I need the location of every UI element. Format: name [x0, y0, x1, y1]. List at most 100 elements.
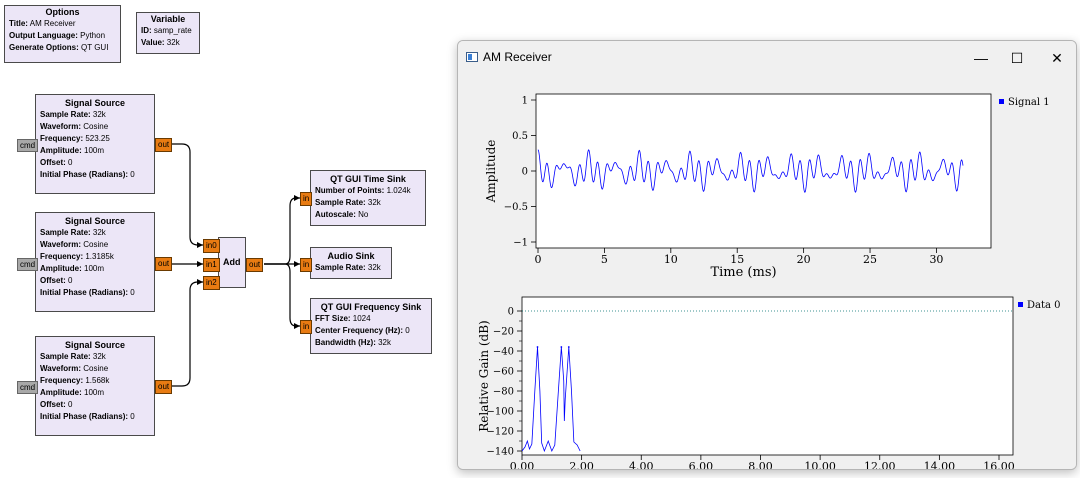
- flowgraph-connections: [172, 143, 300, 387]
- param-row: FFT Size: 1024: [315, 314, 371, 323]
- variable-row: ID: samp_rate: [141, 26, 192, 35]
- x-tick-label: 5: [601, 253, 608, 266]
- signal-source-block-2[interactable]: Signal Source Sample Rate: 32k Waveform:…: [35, 212, 155, 312]
- in-port[interactable]: in: [300, 192, 313, 206]
- spectrum-peak: [560, 346, 563, 348]
- window-title: AM Receiver: [483, 50, 552, 64]
- add-out-port[interactable]: out: [246, 258, 264, 272]
- plots-svg[interactable]: 1 0.5 0 −0.5 −1 0 5 10 15 20 25 30 Time (ms) Amplitud…: [458, 75, 1076, 470]
- param-row: Frequency: 1.568k: [40, 376, 110, 385]
- time-plot-canvas: [535, 93, 992, 249]
- app-icon: [466, 52, 478, 62]
- x-tick-label: 2.00: [569, 460, 594, 470]
- y-tick-label: −100: [487, 407, 514, 418]
- connection-wire: [264, 263, 300, 327]
- param-row: Waveform: Cosine: [40, 122, 109, 131]
- param-row: Frequency: 1.3185k: [40, 252, 114, 261]
- param-row: Initial Phase (Radians): 0: [40, 288, 135, 297]
- plot-area: 1 0.5 0 −0.5 −1 0 5 10 15 20 25 30 Time (ms) Amplitud…: [458, 75, 1076, 470]
- x-tick-label: 4.00: [629, 460, 654, 470]
- y-tick-label: 0.5: [512, 131, 528, 142]
- freq-sink-title: QT GUI Frequency Sink: [320, 302, 422, 312]
- param-row: Amplitude: 100m: [40, 388, 105, 397]
- options-title: Options: [45, 7, 80, 17]
- x-tick-label: 12.00: [864, 460, 896, 470]
- spectrum-peak: [536, 346, 539, 348]
- in1-port[interactable]: in1: [203, 258, 220, 272]
- param-row: Bandwidth (Hz): 32k: [315, 338, 391, 347]
- time-sink-block[interactable]: QT GUI Time Sink Number of Points: 1.024…: [310, 170, 426, 226]
- close-button[interactable]: ✕: [1051, 50, 1063, 66]
- x-tick-label: 8.00: [748, 460, 773, 470]
- y-tick-label: −1: [513, 238, 528, 249]
- legend-swatch: [1018, 302, 1023, 307]
- legend-label: Data 0: [1027, 300, 1061, 311]
- audio-sink-title: Audio Sink: [327, 251, 375, 261]
- param-row: Amplitude: 100m: [40, 264, 105, 273]
- arrow-head: [294, 323, 300, 329]
- param-row: Sample Rate: 32k: [40, 352, 106, 361]
- param-row: Initial Phase (Radians): 0: [40, 170, 135, 179]
- in0-port[interactable]: in0: [203, 239, 220, 253]
- maximize-button[interactable]: ☐: [1010, 50, 1024, 66]
- signal-source-title: Signal Source: [64, 98, 126, 108]
- options-row: Title: AM Receiver: [9, 19, 76, 28]
- arrow-head: [294, 261, 300, 267]
- minimize-button[interactable]: —: [974, 50, 988, 66]
- y-tick-label: −60: [493, 367, 514, 378]
- x-axis-label: Time (ms): [710, 265, 776, 280]
- arrow-head: [294, 195, 300, 201]
- param-row: Waveform: Cosine: [40, 364, 109, 373]
- x-tick-label: 16.00: [983, 460, 1015, 470]
- out-port[interactable]: out: [155, 380, 173, 394]
- legend-label: Signal 1: [1008, 97, 1050, 108]
- arrow-head: [197, 261, 203, 267]
- add-block[interactable]: Add: [218, 237, 246, 288]
- x-tick-label: 14.00: [924, 460, 956, 470]
- signal-source-block-1[interactable]: Signal Source Sample Rate: 32k Waveform:…: [35, 94, 155, 194]
- y-tick-label: −0.5: [504, 202, 528, 213]
- cmd-port[interactable]: cmd: [17, 381, 39, 394]
- out-port[interactable]: out: [155, 257, 173, 271]
- param-row: Sample Rate: 32k: [40, 228, 106, 237]
- options-block[interactable]: Options Title: AM Receiver Output Langua…: [4, 5, 121, 63]
- arrow-head: [197, 279, 203, 285]
- data-0-line: [521, 346, 581, 453]
- param-row: Offset: 0: [40, 158, 73, 167]
- connection-wire: [172, 281, 203, 387]
- in-port[interactable]: in: [300, 320, 313, 334]
- in-port[interactable]: in: [300, 258, 313, 272]
- y-axis-label: Relative Gain (dB): [477, 320, 491, 431]
- x-tick-label: 0.00: [510, 460, 535, 470]
- y-tick-label: −140: [487, 447, 514, 458]
- out-port[interactable]: out: [155, 138, 173, 152]
- x-tick-label: 15: [730, 253, 744, 266]
- audio-sink-block[interactable]: Audio Sink Sample Rate: 32k: [310, 247, 392, 279]
- window-titlebar[interactable]: AM Receiver — ☐ ✕: [458, 41, 1076, 75]
- y-tick-label: −20: [493, 327, 514, 338]
- signal-source-block-3[interactable]: Signal Source Sample Rate: 32k Waveform:…: [35, 336, 155, 436]
- y-tick-label: 1: [522, 96, 528, 107]
- in2-port[interactable]: in2: [203, 276, 220, 290]
- legend-swatch: [999, 99, 1004, 104]
- x-tick-label: 0: [535, 253, 542, 266]
- am-receiver-window[interactable]: AM Receiver — ☐ ✕ 1 0.5 0 −0.5 −1 0 5 10 15 20 25 3…: [457, 40, 1077, 470]
- x-tick-label: 20: [797, 253, 811, 266]
- options-row: Generate Options: QT GUI: [9, 43, 109, 52]
- x-tick-label: 30: [929, 253, 943, 266]
- y-tick-label: −120: [487, 427, 514, 438]
- freq-sink-block[interactable]: QT GUI Frequency Sink FFT Size: 1024 Cen…: [310, 298, 432, 354]
- param-row: Initial Phase (Radians): 0: [40, 412, 135, 421]
- x-tick-label: 10.00: [804, 460, 836, 470]
- x-tick-label: 10: [664, 253, 678, 266]
- connection-wire: [264, 197, 300, 265]
- param-row: Offset: 0: [40, 400, 73, 409]
- param-row: Sample Rate: 32k: [315, 263, 381, 272]
- param-row: Amplitude: 100m: [40, 146, 105, 155]
- param-row: Center Frequency (Hz): 0: [315, 326, 410, 335]
- cmd-port[interactable]: cmd: [17, 139, 39, 152]
- arrow-head: [197, 242, 203, 248]
- variable-block[interactable]: Variable ID: samp_rate Value: 32k: [136, 12, 200, 54]
- connection-wire: [172, 143, 203, 246]
- cmd-port[interactable]: cmd: [17, 258, 39, 271]
